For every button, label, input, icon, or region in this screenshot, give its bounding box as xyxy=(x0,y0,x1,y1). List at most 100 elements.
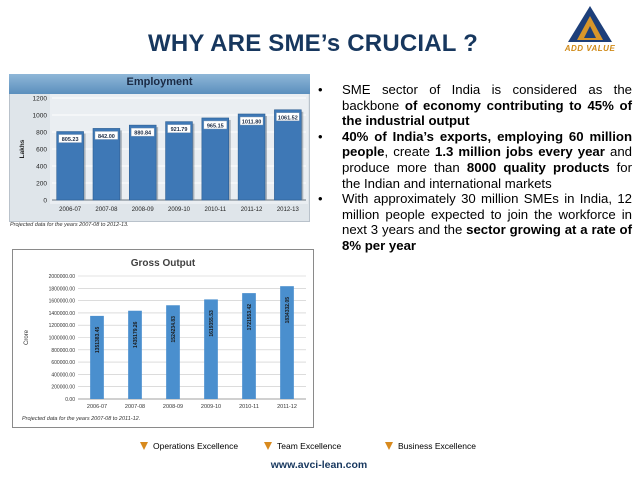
data-label: 965.15 xyxy=(207,123,224,129)
bar xyxy=(128,124,157,201)
y-tick-label: 1800000.00 xyxy=(49,286,76,292)
bullet-item: • SME sector of India is considered as th… xyxy=(318,82,632,129)
x-tick-label: 2006-07 xyxy=(59,207,82,213)
y-tick-label: 600 xyxy=(36,147,47,154)
y-tick-label: 1000 xyxy=(33,113,48,120)
bullet-segment: SME sector of India is considered as the… xyxy=(342,82,632,113)
y-tick-label: 0.00 xyxy=(65,397,75,403)
footer-item-business: Business Excellence xyxy=(385,441,476,451)
x-tick-label: 2006-07 xyxy=(87,404,107,410)
data-label-box xyxy=(131,127,155,137)
x-tick-label: 2009-10 xyxy=(201,404,221,410)
bar xyxy=(90,315,104,399)
data-label: 1011.80 xyxy=(242,119,262,125)
data-label-box xyxy=(94,131,119,140)
triangle-down-icon xyxy=(140,442,148,450)
footer-url[interactable]: www.avci-lean.com xyxy=(270,459,368,471)
bar xyxy=(280,286,294,399)
footer-item-operations: Operations Excellence xyxy=(140,441,238,451)
data-label: 1721553.42 xyxy=(247,304,253,331)
data-label-box xyxy=(58,134,82,143)
y-tick-label: 1400000.00 xyxy=(49,311,76,317)
x-tick-label: 2010-11 xyxy=(204,207,226,213)
y-tick-label: 200 xyxy=(36,181,47,188)
triangle-down-icon xyxy=(385,442,393,450)
y-tick-label: 400 xyxy=(36,164,47,171)
bar xyxy=(274,109,302,201)
gross-output-chart-panel xyxy=(12,249,314,428)
bar xyxy=(166,305,180,399)
bar xyxy=(242,293,256,399)
bullet-dot: • xyxy=(318,128,323,144)
bullet-text: 40% of India’s exports, employing 60 mil… xyxy=(342,129,632,191)
y-axis-label: Lakhs xyxy=(19,139,26,158)
data-label: 842.00 xyxy=(98,134,115,140)
x-tick-label: 2011-12 xyxy=(277,404,297,410)
x-tick-label: 2011-12 xyxy=(241,207,263,213)
footer-item-label: Team Excellence xyxy=(277,441,342,451)
y-tick-label: 800 xyxy=(36,130,47,137)
x-tick-label: 2009-10 xyxy=(168,207,191,213)
slide-title: WHY ARE SME’s CRUCIAL ? xyxy=(148,30,478,57)
bar xyxy=(92,128,121,201)
x-tick-label: 2007-08 xyxy=(125,404,145,410)
employment-chart-header: Employment xyxy=(9,74,310,94)
bar xyxy=(165,121,193,201)
data-label-box xyxy=(167,124,191,133)
logo-text: ADD VALUE xyxy=(564,44,616,53)
bullet-bold-segment: of economy contributing to 45% of the in… xyxy=(342,97,632,129)
bullet-item: • 40% of India’s exports, employing 60 mi… xyxy=(318,129,632,191)
data-label: 1619355.53 xyxy=(209,310,215,337)
y-tick-label: 1200 xyxy=(33,96,48,103)
x-tick-label: 2012-13 xyxy=(277,207,300,213)
y-tick-label: 1200000.00 xyxy=(49,323,76,329)
y-tick-label: 600000.00 xyxy=(51,360,75,366)
x-tick-label: 2008-09 xyxy=(132,207,155,213)
y-tick-label: 800000.00 xyxy=(51,348,75,354)
bar xyxy=(204,299,218,399)
employment-footnote: Projected data for the years 2007-08 to … xyxy=(10,222,129,228)
footer-item-label: Business Excellence xyxy=(398,441,476,451)
data-label-box xyxy=(239,116,264,126)
data-label: 1061.52 xyxy=(278,115,298,121)
y-tick-label: 2000000.00 xyxy=(49,274,76,280)
data-label-box xyxy=(276,112,300,121)
bullet-segment: , create xyxy=(384,144,435,160)
y-tick-label: 400000.00 xyxy=(51,372,75,378)
bullet-dot: • xyxy=(318,82,323,97)
data-label: 1435179.26 xyxy=(133,321,139,348)
bullet-text: SME sector of India is considered as the… xyxy=(342,82,632,129)
bullet-segment: With approximately 30 million SMEs in In… xyxy=(342,191,632,238)
y-axis-label: Crore xyxy=(24,329,30,345)
bullet-bold-segment: 1.3 million jobs every year xyxy=(435,144,605,160)
bar xyxy=(128,310,142,399)
data-label-box xyxy=(203,120,227,130)
gross-output-footnote: Projected data for the years 2007-08 to … xyxy=(22,416,141,422)
data-label: 805.23 xyxy=(62,137,79,143)
footer-item-team: Team Excellence xyxy=(264,441,341,451)
bullet-text: With approximately 30 million SMEs in In… xyxy=(342,191,632,253)
bullet-segment: and produce more than xyxy=(342,144,632,175)
triangle-logo-icon xyxy=(568,6,612,42)
bar xyxy=(56,131,84,201)
bullet-segment: for the Indian and international markets xyxy=(342,159,632,191)
data-label: 880.84 xyxy=(134,131,152,137)
bullet-bold-segment: sector growing at a rate of 8% per year xyxy=(342,222,632,253)
bullet-item: • With approximately 30 million SMEs in I… xyxy=(318,191,632,253)
data-label: 921.79 xyxy=(171,127,188,133)
bullet-bold-segment: 40% of India’s exports, employing 60 mil… xyxy=(342,128,632,160)
x-tick-label: 2008-09 xyxy=(163,404,183,410)
employment-chart-title: Employment xyxy=(126,76,193,88)
data-label: 1834332.05 xyxy=(285,297,291,324)
y-tick-label: 0 xyxy=(43,198,47,205)
bullet-list: • SME sector of India is considered as th… xyxy=(318,82,632,254)
gross-output-chart-title: Gross Output xyxy=(130,258,196,269)
bar xyxy=(201,117,230,201)
triangle-down-icon xyxy=(264,442,272,450)
footer-item-label: Operations Excellence xyxy=(153,441,239,451)
data-label: 1524234.83 xyxy=(171,316,177,343)
footer-values: Operations Excellence Team Excellence Bu… xyxy=(140,441,500,453)
add-value-logo: ADD VALUE xyxy=(548,4,632,60)
